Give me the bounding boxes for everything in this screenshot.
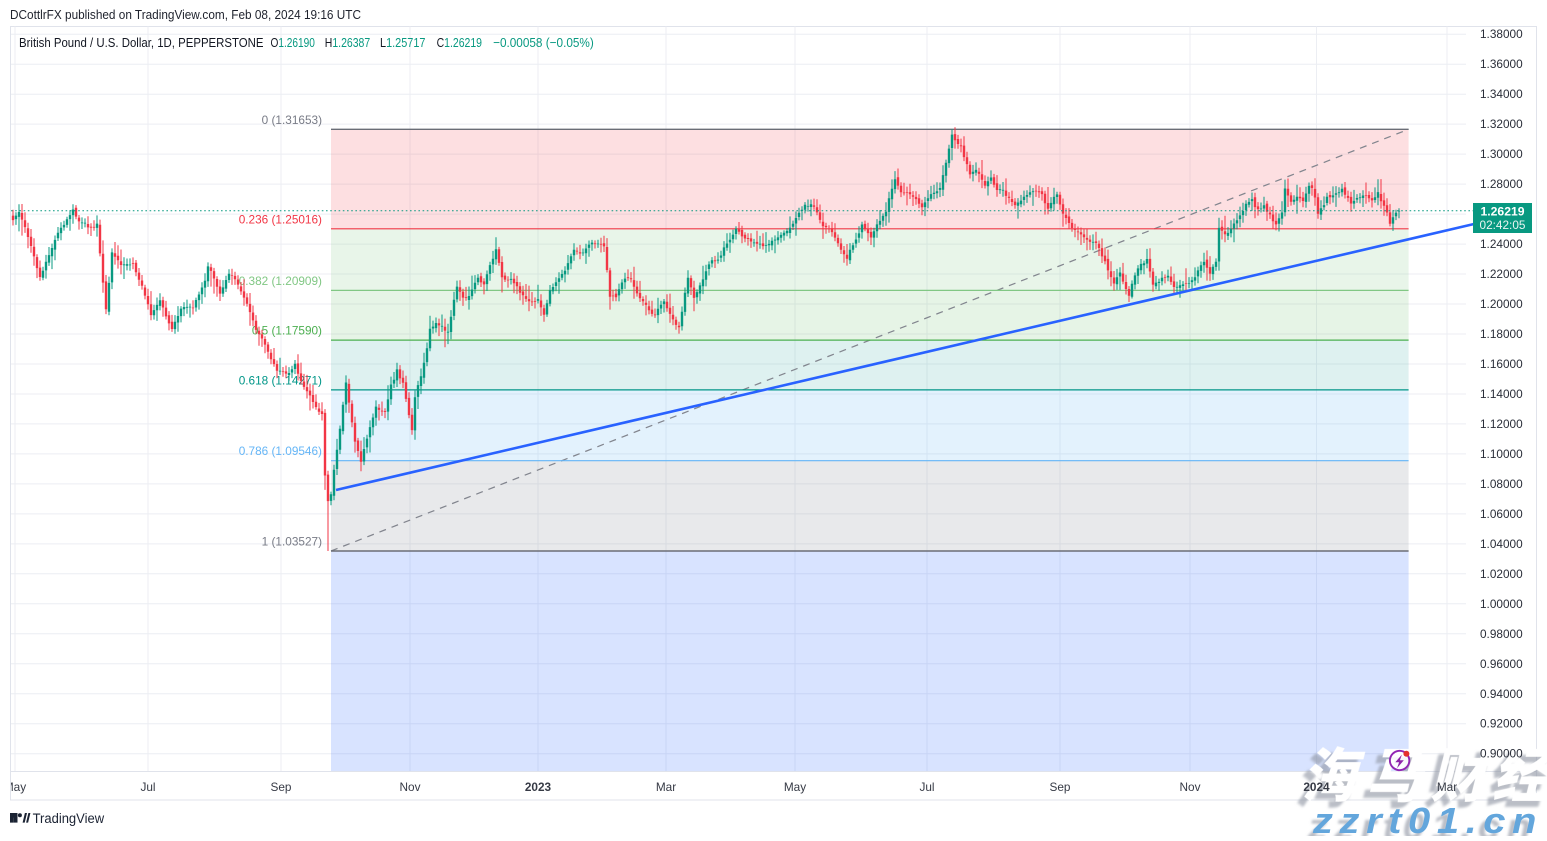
svg-text:Nov: Nov bbox=[1180, 780, 1201, 794]
svg-text:0.90000: 0.90000 bbox=[1480, 747, 1523, 761]
svg-text:1.20000: 1.20000 bbox=[1480, 297, 1523, 311]
svg-text:2023: 2023 bbox=[525, 780, 552, 794]
svg-text:Jul: Jul bbox=[919, 780, 934, 794]
svg-text:May: May bbox=[4, 780, 26, 794]
svg-text:1.06000: 1.06000 bbox=[1480, 507, 1523, 521]
svg-text:1.30000: 1.30000 bbox=[1480, 147, 1523, 161]
svg-text:0.96000: 0.96000 bbox=[1480, 657, 1523, 671]
svg-text:1.32000: 1.32000 bbox=[1480, 117, 1523, 131]
svg-text:Mar: Mar bbox=[656, 780, 676, 794]
svg-text:British Pound / U.S. Dollar, 1: British Pound / U.S. Dollar, 1D, PEPPERS… bbox=[19, 35, 264, 50]
svg-text:0.236 (1.25016): 0.236 (1.25016) bbox=[239, 212, 322, 226]
svg-text:1.34000: 1.34000 bbox=[1480, 87, 1523, 101]
svg-text:02:42:05: 02:42:05 bbox=[1480, 218, 1526, 232]
svg-text:1.14000: 1.14000 bbox=[1480, 387, 1523, 401]
svg-text:1.04000: 1.04000 bbox=[1480, 537, 1523, 551]
svg-text:1.22000: 1.22000 bbox=[1480, 267, 1523, 281]
svg-text:0.98000: 0.98000 bbox=[1480, 627, 1523, 641]
svg-text:O1.26190: O1.26190 bbox=[271, 35, 315, 50]
svg-text:2024: 2024 bbox=[1303, 780, 1330, 794]
svg-text:TradingView: TradingView bbox=[33, 811, 105, 826]
svg-text:Sep: Sep bbox=[1050, 780, 1071, 794]
svg-text:1 (1.03527): 1 (1.03527) bbox=[262, 535, 322, 549]
svg-text:0.92000: 0.92000 bbox=[1480, 717, 1523, 731]
svg-text:1.24000: 1.24000 bbox=[1480, 237, 1523, 251]
svg-text:H1.26387: H1.26387 bbox=[325, 35, 370, 50]
svg-text:0.5 (1.17590): 0.5 (1.17590) bbox=[252, 324, 322, 338]
svg-text:1.36000: 1.36000 bbox=[1480, 57, 1523, 71]
svg-text:1.28000: 1.28000 bbox=[1480, 177, 1523, 191]
svg-text:0 (1.31653): 0 (1.31653) bbox=[262, 113, 322, 127]
svg-text:Mar: Mar bbox=[1437, 780, 1457, 794]
svg-text:1.18000: 1.18000 bbox=[1480, 327, 1523, 341]
svg-text:1.38000: 1.38000 bbox=[1480, 27, 1523, 41]
svg-text:Sep: Sep bbox=[271, 780, 292, 794]
svg-text:Jul: Jul bbox=[140, 780, 155, 794]
svg-text:−0.00058 (−0.05%): −0.00058 (−0.05%) bbox=[493, 35, 594, 50]
svg-text:0.786 (1.09546): 0.786 (1.09546) bbox=[239, 444, 322, 458]
svg-text:L1.25717: L1.25717 bbox=[380, 35, 426, 50]
svg-text:1.10000: 1.10000 bbox=[1480, 447, 1523, 461]
svg-text:C1.26219: C1.26219 bbox=[437, 35, 482, 50]
svg-text:1.00000: 1.00000 bbox=[1480, 597, 1523, 611]
svg-text:Nov: Nov bbox=[400, 780, 421, 794]
svg-text:0.382 (1.20909): 0.382 (1.20909) bbox=[239, 274, 322, 288]
svg-text:1.16000: 1.16000 bbox=[1480, 357, 1523, 371]
svg-text:0.94000: 0.94000 bbox=[1480, 687, 1523, 701]
svg-text:1.02000: 1.02000 bbox=[1480, 567, 1523, 581]
svg-text:DCottlrFX published on Trading: DCottlrFX published on TradingView.com, … bbox=[10, 7, 361, 22]
svg-text:1.12000: 1.12000 bbox=[1480, 417, 1523, 431]
svg-text:zzrt01.cn: zzrt01.cn bbox=[1312, 800, 1543, 836]
svg-text:1.26219: 1.26219 bbox=[1480, 205, 1524, 219]
svg-text:1.08000: 1.08000 bbox=[1480, 477, 1523, 491]
svg-text:May: May bbox=[784, 780, 806, 794]
